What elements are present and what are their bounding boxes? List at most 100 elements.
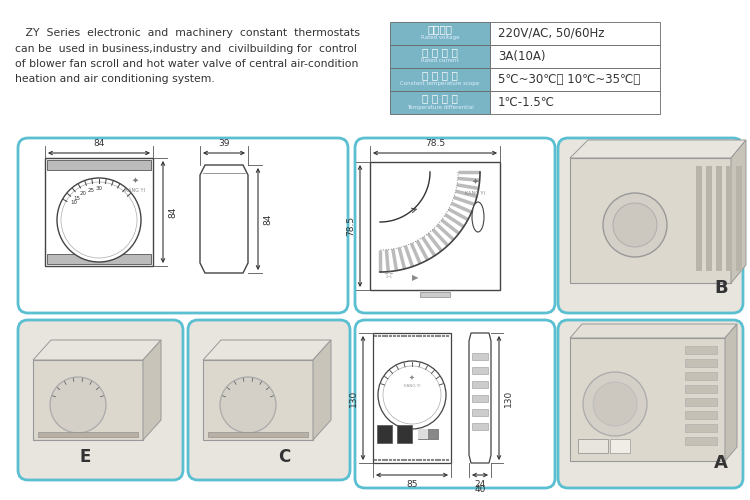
Polygon shape bbox=[725, 324, 737, 461]
Text: 20: 20 bbox=[80, 190, 87, 196]
Circle shape bbox=[383, 366, 441, 424]
Text: ✦: ✦ bbox=[472, 177, 478, 186]
Circle shape bbox=[593, 382, 637, 426]
Text: 85: 85 bbox=[406, 480, 418, 489]
Text: KANG YI: KANG YI bbox=[404, 384, 420, 388]
Text: 1℃-1.5℃: 1℃-1.5℃ bbox=[498, 96, 555, 109]
Bar bbox=[685, 424, 717, 432]
Text: Temperature differential: Temperature differential bbox=[406, 104, 473, 110]
Ellipse shape bbox=[472, 202, 484, 232]
Bar bbox=[420, 292, 450, 297]
Text: 78.5: 78.5 bbox=[425, 139, 445, 148]
Polygon shape bbox=[200, 165, 248, 273]
Polygon shape bbox=[731, 140, 746, 283]
Bar bbox=[377, 425, 392, 443]
Circle shape bbox=[61, 182, 137, 258]
Bar bbox=[490, 22, 660, 45]
Text: KANG YI: KANG YI bbox=[125, 188, 145, 193]
Text: heation and air conditioning system.: heation and air conditioning system. bbox=[15, 74, 214, 85]
Bar bbox=[685, 437, 717, 445]
Circle shape bbox=[57, 178, 141, 262]
Text: 温 度 偏 差: 温 度 偏 差 bbox=[422, 93, 458, 103]
Text: 39: 39 bbox=[218, 139, 229, 148]
Bar bbox=[696, 166, 702, 271]
Bar bbox=[685, 411, 717, 419]
Circle shape bbox=[603, 193, 667, 257]
Circle shape bbox=[613, 203, 657, 247]
Text: C: C bbox=[278, 448, 290, 466]
Bar bbox=[472, 423, 488, 430]
Bar bbox=[472, 367, 488, 374]
Text: ✦: ✦ bbox=[409, 375, 415, 381]
Bar bbox=[685, 372, 717, 380]
Bar bbox=[47, 160, 151, 170]
Bar bbox=[390, 91, 490, 114]
Bar bbox=[570, 158, 731, 283]
Text: E: E bbox=[80, 448, 91, 466]
Polygon shape bbox=[313, 340, 331, 440]
Text: 220V/AC, 50/60Hz: 220V/AC, 50/60Hz bbox=[498, 27, 604, 40]
FancyBboxPatch shape bbox=[18, 138, 348, 313]
Bar bbox=[736, 166, 742, 271]
Bar bbox=[472, 395, 488, 402]
Bar bbox=[203, 360, 313, 440]
Circle shape bbox=[220, 377, 276, 433]
Text: ☆: ☆ bbox=[383, 270, 393, 280]
Bar bbox=[418, 429, 428, 439]
Bar bbox=[390, 22, 490, 45]
Text: of blower fan scroll and hot water valve of central air-condition: of blower fan scroll and hot water valve… bbox=[15, 59, 358, 69]
Bar bbox=[208, 432, 308, 437]
Text: 24: 24 bbox=[474, 480, 486, 489]
Text: KANG YI: KANG YI bbox=[465, 191, 485, 196]
Bar bbox=[685, 346, 717, 354]
Polygon shape bbox=[570, 140, 746, 158]
Circle shape bbox=[378, 361, 446, 429]
FancyBboxPatch shape bbox=[188, 320, 350, 480]
Text: 3A(10A): 3A(10A) bbox=[498, 50, 545, 63]
FancyBboxPatch shape bbox=[355, 138, 555, 313]
Bar bbox=[578, 439, 608, 453]
Polygon shape bbox=[469, 333, 491, 463]
Text: ✦: ✦ bbox=[131, 176, 139, 185]
Text: can be  used in business,industry and  civilbuilding for  control: can be used in business,industry and civ… bbox=[15, 44, 357, 54]
Bar bbox=[726, 166, 732, 271]
Text: 恒 温 范 围: 恒 温 范 围 bbox=[422, 70, 458, 80]
Polygon shape bbox=[33, 340, 161, 360]
Bar bbox=[472, 353, 488, 360]
Text: ZY  Series  electronic  and  machinery  constant  thermostats: ZY Series electronic and machinery const… bbox=[15, 28, 360, 38]
Text: Rated voltage: Rated voltage bbox=[421, 36, 459, 41]
Bar bbox=[490, 91, 660, 114]
FancyBboxPatch shape bbox=[558, 320, 743, 488]
Bar bbox=[45, 158, 153, 266]
Text: 40: 40 bbox=[474, 485, 486, 494]
Text: 30: 30 bbox=[95, 186, 103, 192]
Bar bbox=[33, 360, 143, 440]
Bar bbox=[570, 338, 725, 461]
Text: B: B bbox=[714, 279, 728, 297]
Text: 5℃~30℃（ 10℃~35℃）: 5℃~30℃（ 10℃~35℃） bbox=[498, 73, 640, 86]
Bar bbox=[370, 162, 500, 290]
Bar bbox=[472, 409, 488, 416]
Polygon shape bbox=[570, 324, 737, 338]
Bar bbox=[390, 45, 490, 68]
Text: 84: 84 bbox=[263, 214, 272, 224]
Polygon shape bbox=[203, 340, 331, 360]
Bar bbox=[47, 254, 151, 264]
Bar bbox=[685, 359, 717, 367]
Text: 15: 15 bbox=[74, 196, 80, 200]
Text: Constant temperature scope: Constant temperature scope bbox=[400, 82, 479, 86]
Polygon shape bbox=[143, 340, 161, 440]
Bar bbox=[373, 333, 451, 463]
Text: 78.5: 78.5 bbox=[346, 216, 355, 236]
Bar bbox=[418, 429, 438, 439]
Bar bbox=[490, 45, 660, 68]
Text: A: A bbox=[714, 454, 728, 472]
FancyBboxPatch shape bbox=[18, 320, 183, 480]
FancyBboxPatch shape bbox=[558, 138, 743, 313]
Circle shape bbox=[50, 377, 106, 433]
Bar bbox=[685, 385, 717, 393]
Bar bbox=[706, 166, 712, 271]
Text: 10: 10 bbox=[70, 200, 77, 204]
Text: Rated current: Rated current bbox=[422, 58, 459, 64]
Text: 84: 84 bbox=[168, 206, 177, 218]
